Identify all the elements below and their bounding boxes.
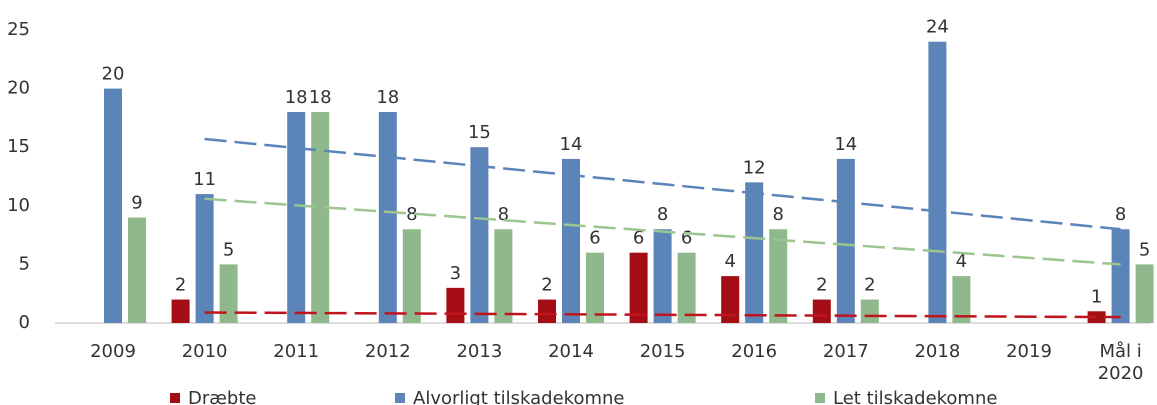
x-tick-label: 2015 bbox=[640, 341, 686, 362]
data-label: 8 bbox=[1115, 204, 1126, 225]
bar bbox=[769, 229, 788, 323]
data-label: 2 bbox=[541, 275, 552, 296]
bar bbox=[1087, 311, 1106, 323]
legend-swatch bbox=[170, 393, 180, 403]
bar bbox=[1135, 264, 1154, 323]
bar bbox=[287, 112, 306, 323]
bar bbox=[653, 229, 672, 323]
bar bbox=[586, 252, 604, 323]
data-label: 4 bbox=[956, 251, 967, 272]
y-tick-label: 25 bbox=[7, 19, 30, 40]
x-tick-label: 2009 bbox=[90, 341, 136, 362]
bar bbox=[952, 276, 971, 323]
data-label: 6 bbox=[589, 228, 600, 249]
data-label: 20 bbox=[102, 64, 125, 85]
data-label: 9 bbox=[131, 193, 142, 214]
x-tick-label: Mål i 2020 bbox=[1098, 341, 1144, 384]
x-tick-label: 2019 bbox=[1006, 341, 1052, 362]
data-label: 5 bbox=[223, 239, 234, 260]
data-label: 8 bbox=[406, 204, 417, 225]
bar bbox=[721, 276, 740, 323]
trend-line bbox=[204, 137, 1121, 231]
x-tick-label: 2014 bbox=[548, 341, 594, 362]
data-label: 6 bbox=[633, 228, 644, 249]
y-tick-label: 5 bbox=[19, 253, 30, 274]
bar bbox=[494, 229, 513, 323]
data-label: 6 bbox=[681, 228, 692, 249]
x-tick-label: 2011 bbox=[273, 341, 319, 362]
bar bbox=[128, 217, 146, 323]
data-label: 2 bbox=[864, 275, 875, 296]
y-tick-label: 10 bbox=[7, 195, 30, 216]
bar bbox=[928, 41, 947, 323]
x-tick-label: 2013 bbox=[456, 341, 502, 362]
legend-swatch bbox=[395, 393, 405, 403]
bar bbox=[171, 299, 190, 323]
bar bbox=[562, 158, 580, 323]
data-label: 8 bbox=[657, 204, 668, 225]
data-label: 4 bbox=[724, 251, 735, 272]
bar bbox=[538, 299, 556, 323]
data-label: 18 bbox=[309, 87, 332, 108]
x-tick-label: 2018 bbox=[914, 341, 960, 362]
data-label: 12 bbox=[743, 157, 766, 178]
bar bbox=[677, 252, 696, 323]
data-label: 14 bbox=[834, 134, 857, 155]
bar bbox=[836, 158, 855, 323]
bar bbox=[219, 264, 238, 323]
data-label: 15 bbox=[468, 122, 491, 143]
data-label: 8 bbox=[772, 204, 783, 225]
legend-swatch bbox=[815, 393, 825, 403]
trend-line bbox=[204, 311, 1121, 319]
bar bbox=[1111, 229, 1130, 323]
data-label: 8 bbox=[498, 204, 509, 225]
bar bbox=[470, 147, 489, 323]
bar bbox=[745, 182, 764, 323]
legend-label: Dræbte bbox=[188, 388, 257, 405]
data-label: 2 bbox=[816, 275, 827, 296]
bar bbox=[402, 229, 421, 323]
data-label: 18 bbox=[376, 87, 399, 108]
x-tick-label: 2017 bbox=[823, 341, 869, 362]
data-label: 24 bbox=[926, 17, 949, 38]
bar bbox=[104, 88, 122, 323]
x-tick-label: 2016 bbox=[731, 341, 777, 362]
bar bbox=[446, 287, 465, 323]
legend-label: Alvorligt tilskadekomne bbox=[413, 388, 624, 405]
data-label: 14 bbox=[560, 134, 583, 155]
data-label: 5 bbox=[1139, 239, 1150, 260]
data-label: 18 bbox=[285, 87, 308, 108]
bar bbox=[311, 112, 330, 323]
x-tick-label: 2010 bbox=[182, 341, 228, 362]
data-label: 1 bbox=[1091, 286, 1102, 307]
data-label: 11 bbox=[193, 169, 216, 190]
y-tick-label: 20 bbox=[7, 78, 30, 99]
y-tick-label: 0 bbox=[19, 312, 30, 333]
bar bbox=[378, 112, 397, 323]
bar bbox=[812, 299, 831, 323]
data-label: 3 bbox=[450, 263, 461, 284]
bar bbox=[860, 299, 879, 323]
bar bbox=[195, 194, 214, 323]
data-label: 2 bbox=[175, 275, 186, 296]
x-tick-label: 2012 bbox=[365, 341, 411, 362]
legend-label: Let tilskadekomne bbox=[833, 388, 997, 405]
trend-line bbox=[204, 197, 1121, 266]
y-tick-label: 15 bbox=[7, 136, 30, 157]
bar bbox=[629, 252, 648, 323]
